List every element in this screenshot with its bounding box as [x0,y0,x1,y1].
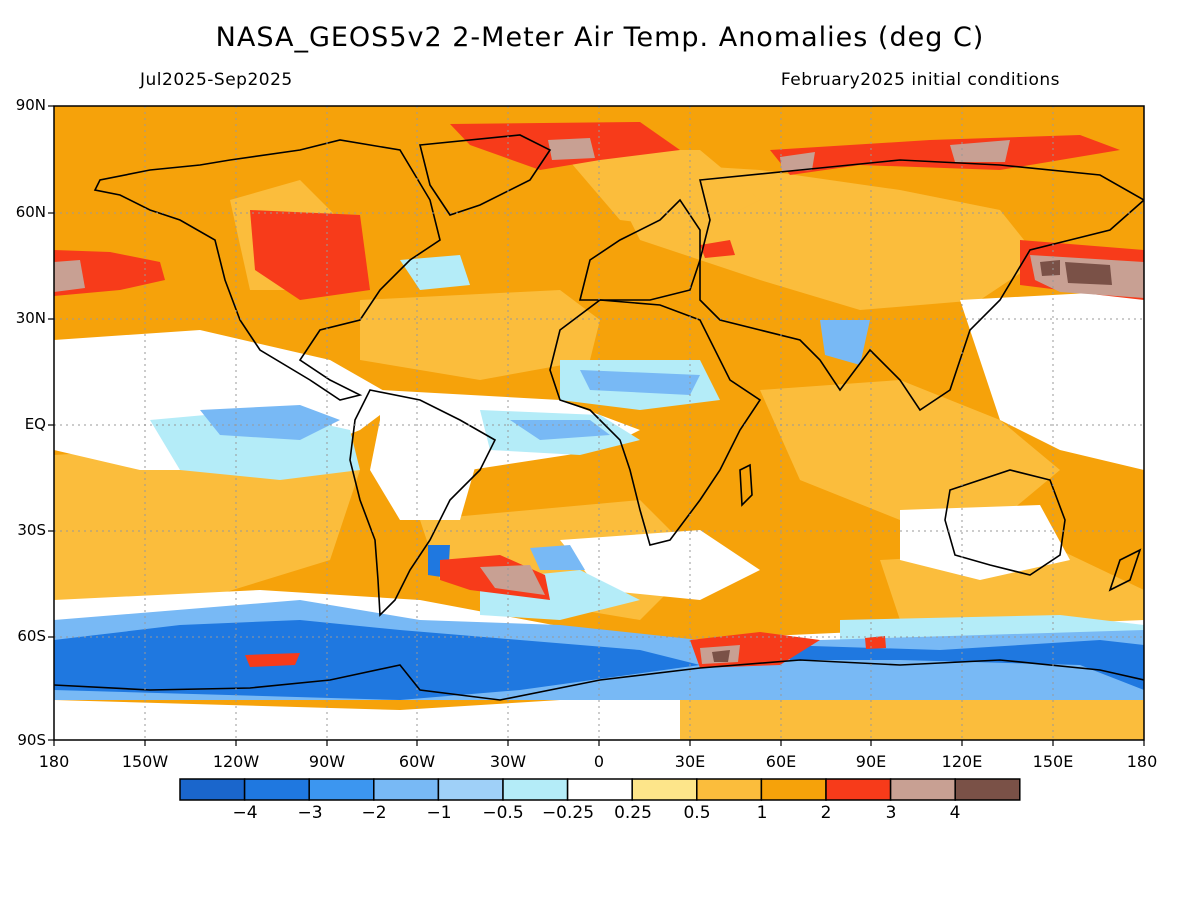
colorbar-swatch [373,778,440,801]
lon-label-150e: 150E [1032,752,1074,771]
lon-label-180w: 180 [38,752,70,771]
initial-conditions: February2025 initial conditions [780,70,1060,90]
colorbar-swatch [889,778,956,801]
lon-label-90w: 90W [308,752,346,771]
forecast-period: Jul2025-Sep2025 [140,70,293,90]
colorbar-swatch [631,778,698,801]
lat-label-30s: 30S [17,521,46,539]
colorbar-swatch [502,778,569,801]
colorbar-label: −3 [297,803,323,823]
colorbar-label: −0.25 [541,803,595,823]
lon-label-180e: 180 [1126,752,1158,771]
gridlines [54,106,1144,740]
colorbar-swatch [696,778,763,801]
lon-label-60w: 60W [398,752,436,771]
map-title: NASA_GEOS5v2 2-Meter Air Temp. Anomalies… [215,22,985,53]
anomaly-hot [54,122,1144,668]
colorbar-swatch [179,778,246,801]
colorbar-swatch [243,778,310,801]
colorbar-swatch [760,778,827,801]
axis-ticks [48,105,1145,746]
colorbar-swatch [437,778,504,801]
coast-new-zealand [1108,548,1142,592]
lon-label-0: 0 [593,752,605,771]
anomaly-0.5-1 [54,150,1144,740]
coast-eurasia [698,159,1144,412]
anomaly-extreme [712,260,1112,662]
lon-label-30w: 30W [489,752,527,771]
lat-label-60n: 60N [15,203,46,221]
colorbar-label: −0.5 [482,803,524,823]
lat-label-eq: EQ [24,415,46,433]
colorbar-label: 0.5 [683,803,711,823]
lat-label-90n: 90N [15,96,46,114]
coast-africa [549,299,762,546]
lon-label-30e: 30E [674,752,706,771]
colorbar-label: −1 [426,803,452,823]
lon-label-120w: 120W [212,752,260,771]
colorbar-swatch [308,778,375,801]
colorbar-label: 2 [820,803,832,823]
colorbar-label: 4 [949,803,961,823]
coast-greenland [418,134,552,216]
lon-label-90e: 90E [855,752,887,771]
colorbar-swatch [954,778,1021,801]
coast-madagascar [739,463,753,507]
lat-label-90s: 90S [17,731,46,749]
lon-label-60e: 60E [765,752,797,771]
lon-label-120e: 120E [941,752,983,771]
colorbar-label: −2 [361,803,387,823]
colorbar-label: 3 [885,803,897,823]
colorbar-label: 0.25 [614,803,652,823]
colorbar-swatch [825,778,892,801]
coast-south-america [349,389,497,617]
lat-label-30n: 30N [15,309,46,327]
colorbar-label: 1 [756,803,768,823]
lon-label-150w: 150W [121,752,169,771]
lat-label-60s: 60S [17,627,46,645]
colorbar [179,778,1021,801]
colorbar-label: −4 [232,803,258,823]
colorbar-swatch [566,778,633,801]
coast-australia [944,469,1066,576]
coast-antarctica [54,659,1144,701]
